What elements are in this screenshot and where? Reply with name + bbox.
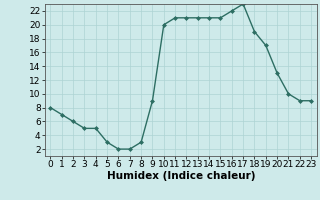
- X-axis label: Humidex (Indice chaleur): Humidex (Indice chaleur): [107, 171, 255, 181]
